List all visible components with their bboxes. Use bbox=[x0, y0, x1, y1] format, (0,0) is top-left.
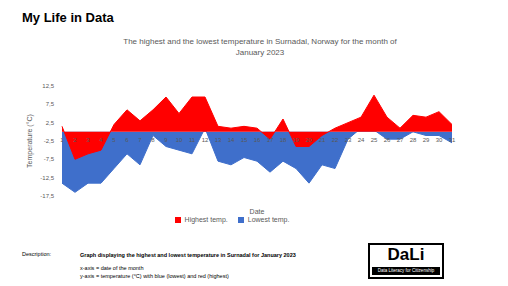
svg-text:19: 19 bbox=[293, 137, 300, 143]
svg-text:25: 25 bbox=[371, 137, 378, 143]
svg-text:16: 16 bbox=[254, 137, 261, 143]
html-text:DaLi: DaLi bbox=[387, 245, 425, 264]
svg-text:7,5: 7,5 bbox=[46, 101, 55, 107]
html-text:Lowest temp.: Lowest temp. bbox=[247, 216, 290, 223]
html-text:Data Literacy for Citizenship: Data Literacy for Citizenship bbox=[377, 268, 435, 273]
html-text:My Life in Data: My Life in Data bbox=[22, 10, 114, 25]
svg-text:4: 4 bbox=[99, 137, 103, 143]
svg-text:8: 8 bbox=[151, 137, 155, 143]
svg-text:-17,5: -17,5 bbox=[40, 193, 54, 199]
svg-text:23: 23 bbox=[345, 137, 352, 143]
svg-text:9: 9 bbox=[164, 137, 168, 143]
svg-text:-7,5: -7,5 bbox=[44, 156, 55, 162]
html-text:Graph displaying the highest a: Graph displaying the highest and lowest … bbox=[80, 252, 296, 258]
svg-text:5: 5 bbox=[112, 137, 116, 143]
svg-text:1: 1 bbox=[60, 137, 64, 143]
html-text:The highest and the lowest tem: The highest and the lowest temperature i… bbox=[123, 37, 397, 57]
svg-text:Date: Date bbox=[250, 208, 265, 215]
svg-text:-12,5: -12,5 bbox=[40, 175, 54, 181]
svg-text:27: 27 bbox=[397, 137, 404, 143]
svg-text:30: 30 bbox=[436, 137, 443, 143]
svg-text:21: 21 bbox=[319, 137, 326, 143]
svg-text:13: 13 bbox=[215, 137, 222, 143]
svg-text:15: 15 bbox=[241, 137, 248, 143]
svg-text:22: 22 bbox=[332, 137, 339, 143]
svg-text:29: 29 bbox=[423, 137, 430, 143]
svg-text:26: 26 bbox=[384, 137, 391, 143]
svg-text:18: 18 bbox=[280, 137, 287, 143]
svg-text:3: 3 bbox=[86, 137, 90, 143]
svg-text:-2,5: -2,5 bbox=[44, 138, 55, 144]
html-text:Description:: Description: bbox=[22, 251, 51, 257]
svg-text:12,5: 12,5 bbox=[42, 83, 54, 89]
svg-text:11: 11 bbox=[189, 137, 196, 143]
svg-text:20: 20 bbox=[306, 137, 313, 143]
svg-text:28: 28 bbox=[410, 137, 417, 143]
svg-text:10: 10 bbox=[176, 137, 183, 143]
svg-text:7: 7 bbox=[138, 137, 142, 143]
svg-text:2,5: 2,5 bbox=[46, 120, 55, 126]
svg-text:17: 17 bbox=[267, 137, 274, 143]
svg-text:6: 6 bbox=[125, 137, 129, 143]
html-text:Highest temp.: Highest temp. bbox=[184, 216, 228, 223]
svg-text:24: 24 bbox=[358, 137, 365, 143]
html-text:x-axis = date of the month: x-axis = date of the month bbox=[80, 265, 144, 271]
html-text:y-axis = temperature (°C) with: y-axis = temperature (°C) with blue (low… bbox=[80, 273, 229, 279]
svg-text:31: 31 bbox=[449, 137, 456, 143]
svg-text:Temperature (°C): Temperature (°C) bbox=[26, 114, 34, 168]
svg-text:2: 2 bbox=[73, 137, 77, 143]
svg-text:12: 12 bbox=[202, 137, 209, 143]
svg-text:14: 14 bbox=[228, 137, 235, 143]
